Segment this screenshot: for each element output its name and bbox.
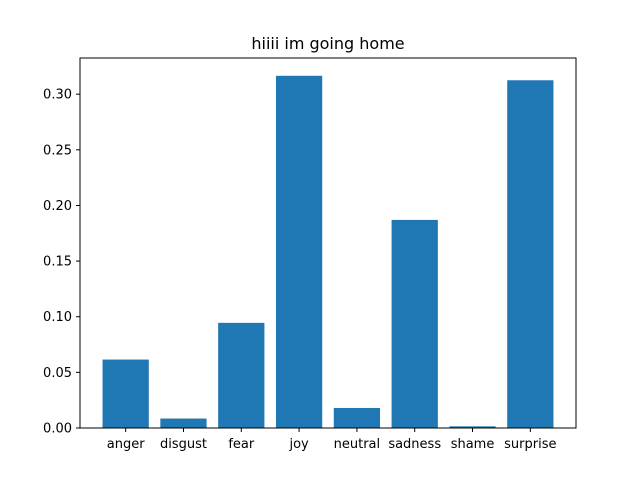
y-tick-label: 0.30	[43, 88, 72, 103]
bar-fear	[218, 322, 265, 428]
bar-disgust	[160, 418, 207, 428]
bars-group	[102, 75, 554, 429]
y-axis: 0.00 0.05 0.10 0.15 0.20 0.25 0.30	[43, 88, 80, 437]
y-tick-label: 0.20	[43, 199, 72, 214]
bar-neutral	[333, 407, 381, 428]
x-tick-label: disgust	[160, 437, 207, 452]
x-axis: anger disgust fear joy neutral sadness shame su…	[107, 428, 557, 452]
chart-title: hiiii im going home	[251, 34, 404, 53]
x-tick-label: anger	[107, 437, 145, 452]
plot-frame	[79, 57, 577, 429]
bar-anger	[102, 359, 149, 428]
x-tick-label: fear	[228, 437, 255, 452]
x-tick-label: neutral	[334, 437, 381, 452]
x-tick-label: joy	[288, 437, 309, 452]
x-tick-label: shame	[451, 437, 495, 452]
bar-surprise	[507, 80, 554, 428]
y-tick-label: 0.00	[43, 422, 72, 437]
bar-joy	[275, 75, 323, 429]
x-tick-label: sadness	[388, 437, 441, 452]
y-tick-label: 0.10	[43, 310, 72, 325]
x-tick-label: surprise	[504, 437, 556, 452]
y-tick-label: 0.25	[43, 143, 72, 158]
y-tick-label: 0.15	[43, 255, 72, 270]
bar-sadness	[391, 219, 438, 428]
bar-shame	[449, 426, 496, 428]
y-tick-label: 0.05	[43, 366, 72, 381]
